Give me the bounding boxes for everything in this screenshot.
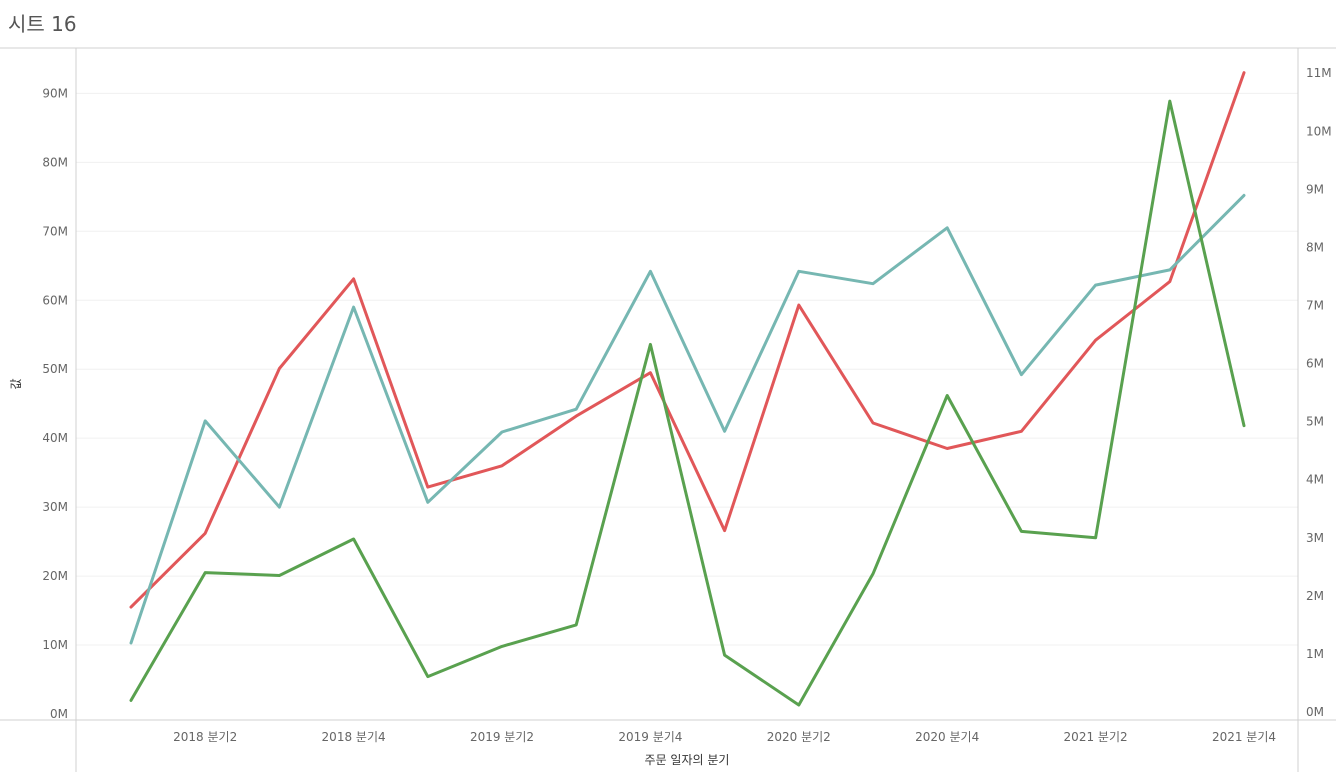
- right-tick-label: 11M: [1306, 66, 1332, 80]
- y-axis-title: 값: [9, 378, 23, 389]
- x-tick-label: 2019 분기4: [618, 730, 682, 744]
- right-tick-label: 4M: [1306, 473, 1324, 487]
- x-tick-label: 2021 분기2: [1064, 730, 1128, 744]
- right-tick-label: 0M: [1306, 705, 1324, 719]
- series-line-3: [129, 99, 1246, 707]
- right-tick-label: 9M: [1306, 182, 1324, 196]
- x-tick-label: 2019 분기2: [470, 730, 534, 744]
- gridlines: [76, 92, 1298, 646]
- left-tick-label: 60M: [42, 293, 68, 307]
- left-axis: 0M 10M 20M 30M 40M 50M 60M 70M 80M 90M: [42, 86, 68, 721]
- plot-frame: [0, 47, 1336, 772]
- series-lines: [129, 71, 1246, 707]
- series-line-1: [129, 71, 1246, 609]
- right-tick-label: 1M: [1306, 647, 1324, 661]
- left-tick-label: 10M: [42, 638, 68, 652]
- series-line-2: [129, 193, 1246, 645]
- x-tick-label: 2020 분기4: [915, 730, 979, 744]
- right-tick-label: 2M: [1306, 589, 1324, 603]
- right-tick-label: 3M: [1306, 531, 1324, 545]
- x-tick-label: 2021 분기4: [1212, 730, 1276, 744]
- right-tick-label: 6M: [1306, 357, 1324, 371]
- x-tick-label: 2018 분기2: [173, 730, 237, 744]
- left-tick-label: 80M: [42, 155, 68, 169]
- right-axis: 0M 1M 2M 3M 4M 5M 6M 7M 8M 9M 10M 11M: [1306, 66, 1332, 719]
- right-tick-label: 7M: [1306, 299, 1324, 313]
- right-tick-label: 10M: [1306, 124, 1332, 138]
- right-tick-label: 5M: [1306, 415, 1324, 429]
- sheet-title: 시트 16: [8, 12, 77, 36]
- left-tick-label: 0M: [50, 707, 68, 721]
- left-tick-label: 30M: [42, 500, 68, 514]
- x-tick-label: 2020 분기2: [767, 730, 831, 744]
- left-tick-label: 70M: [42, 224, 68, 238]
- x-tick-label: 2018 분기4: [322, 730, 386, 744]
- right-tick-label: 8M: [1306, 240, 1324, 254]
- left-tick-label: 20M: [42, 569, 68, 583]
- x-axis: 2018 분기2 2018 분기4 2019 분기2 2019 분기4 2020 분기2…: [173, 730, 1276, 744]
- x-axis-title: 주문 일자의 분기: [645, 753, 730, 767]
- left-tick-label: 40M: [42, 431, 68, 445]
- left-tick-label: 50M: [42, 362, 68, 376]
- left-tick-label: 90M: [42, 86, 68, 100]
